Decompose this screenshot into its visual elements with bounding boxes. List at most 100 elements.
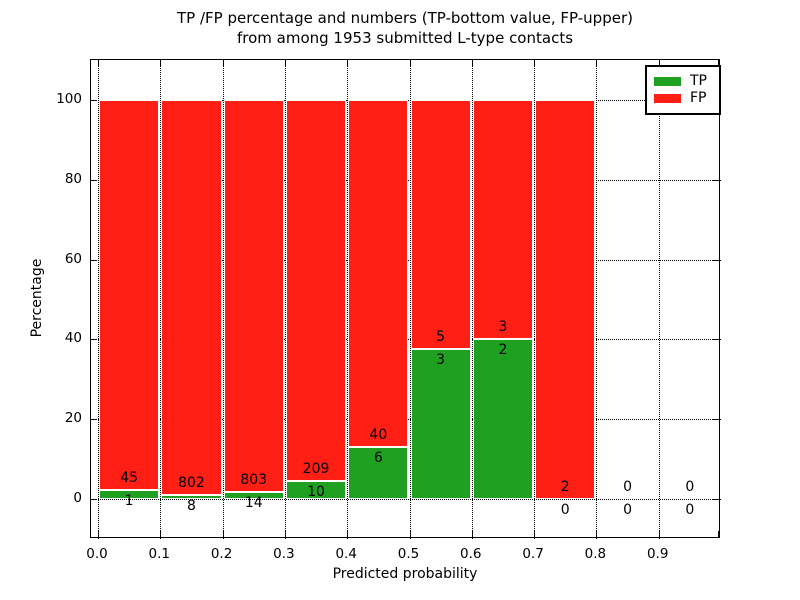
fp-count-label: 802 [178,475,205,492]
x-gridline [534,60,536,539]
x-gridline [471,60,473,539]
chart-title: TP /FP percentage and numbers (TP-bottom… [90,8,720,48]
x-tick-mark-top [98,60,99,66]
y-tick-label: 20 [64,410,82,427]
x-gridline [284,60,286,539]
y-tick-label: 60 [64,250,82,267]
fp-count-label: 2 [560,479,570,496]
x-gridline [347,60,349,539]
x-tick-label: 0.1 [148,546,171,562]
fp-legend-swatch-icon [654,94,681,103]
fp-count-label: 3 [498,319,508,336]
fp-bar-segment [161,99,222,496]
legend: TP FP [645,65,721,115]
y-tick-mark [91,259,97,261]
x-tick-mark [658,531,660,537]
fp-bar-segment [223,99,284,493]
x-tick-mark-top [658,60,660,66]
x-tick-mark [718,531,719,537]
tp-bar-segment [348,447,409,500]
tp-legend-swatch-icon [654,77,681,86]
fp-count-label: 209 [302,460,330,477]
x-tick-label: 0.6 [460,546,482,562]
tp-count-label: 1 [124,493,134,510]
tp-bar-segment [223,492,284,500]
y-tick-label: 80 [64,170,82,187]
x-tick-label: 0.4 [335,546,357,562]
fp-bar-segment [348,99,409,447]
x-tick-mark [596,531,598,537]
x-tick-mark-top [347,60,349,66]
fp-bar-segment [535,99,596,500]
x-tick-mark-top [596,60,598,66]
y-tick-mark [91,99,97,101]
x-tick-mark [347,531,349,537]
x-tick-mark-top [471,60,473,66]
fp-count-label: 45 [120,470,139,487]
fp-count-label: 0 [685,479,695,496]
fp-count-label: 5 [436,329,446,346]
fp-bar-segment [472,99,534,340]
y-tick-label: 0 [73,490,82,507]
x-tick-mark-top [284,60,286,66]
x-tick-mark-top [222,60,224,66]
fp-bar-segment [410,99,471,350]
tp-count-label: 8 [186,498,196,515]
x-tick-mark [160,531,162,537]
x-tick-mark-top [160,60,162,66]
y-tick-mark-right [713,419,719,421]
x-gridline [409,60,411,539]
x-tick-mark [98,531,99,537]
tp-count-label: 0 [560,502,570,519]
x-tick-label: 0.7 [522,546,544,562]
x-tick-mark [222,531,224,537]
x-tick-mark [409,531,411,537]
y-tick-mark [91,179,97,181]
x-tick-mark-top [409,60,411,66]
legend-item-tp: TP [654,74,712,89]
x-gridline [160,60,162,539]
fp-legend-label: FP [690,90,707,106]
x-tick-mark-top [534,60,536,66]
tp-bar-segment [410,349,471,500]
plot-area: 45 1 802 8 803 14 209 10 40 6 5 3 3 2 2 0 0 0 0 0 [90,59,721,539]
tp-bar-segment [99,490,160,500]
y-tick-mark-right [713,499,719,501]
x-gridline [658,60,660,539]
chart-title-line2: from among 1953 submitted L-type contact… [236,29,574,47]
y-tick-mark [91,339,97,341]
tp-legend-label: TP [690,73,707,89]
fp-count-label: 40 [369,427,388,444]
tp-count-label: 14 [244,495,263,512]
x-axis-label: Predicted probability [332,566,478,582]
fp-bar-segment [99,99,160,491]
x-tick-label: 0.2 [210,546,233,562]
y-gridline [91,499,721,501]
x-tick-mark-top [718,60,719,66]
x-tick-mark [471,531,473,537]
legend-item-fp: FP [654,91,712,106]
tp-count-label: 0 [685,502,695,519]
fp-count-label: 0 [623,479,632,496]
x-tick-mark [284,531,286,537]
fp-bar-segment [285,99,347,481]
y-tick-label: 100 [56,90,82,107]
x-tick-label: 0.0 [86,546,108,562]
x-tick-label: 0.8 [584,546,607,562]
x-tick-label: 0.5 [397,546,420,562]
y-tick-mark-right [713,179,719,181]
y-axis-label: Percentage [29,258,45,338]
x-tick-label: 0.9 [646,546,669,562]
tp-bar-segment [472,339,534,500]
y-tick-mark [91,499,97,501]
x-gridline [596,60,598,539]
tp-count-label: 6 [373,450,383,467]
y-tick-label: 40 [64,330,82,347]
tp-count-label: 0 [623,502,632,519]
tp-bar-segment [285,480,347,500]
x-gridline [222,60,224,539]
tp-bar-segment [161,495,222,500]
y-tick-mark-right [713,339,719,341]
fp-count-label: 803 [240,472,268,489]
